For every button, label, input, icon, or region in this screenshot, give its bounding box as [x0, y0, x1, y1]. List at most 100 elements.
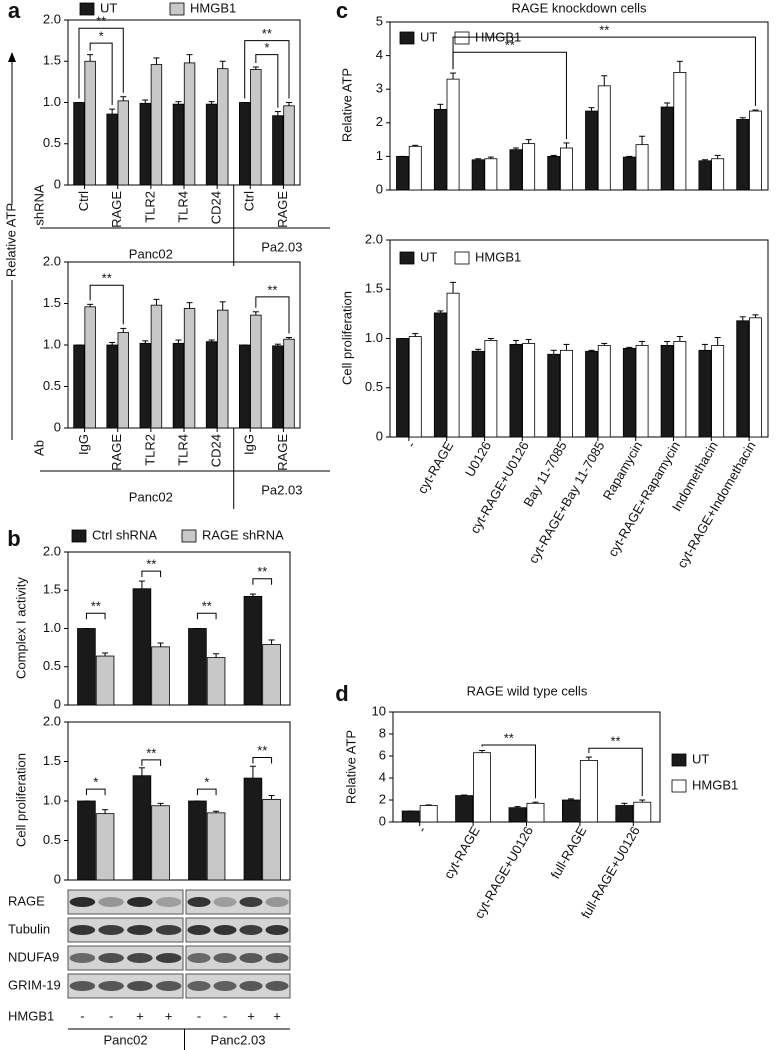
y-tick-label: 1.5 — [43, 53, 61, 68]
significance-bracket — [252, 757, 273, 764]
bar — [84, 306, 96, 429]
bar — [473, 752, 492, 823]
legend-swatch — [454, 31, 470, 45]
legend-swatch — [79, 2, 95, 16]
bar — [73, 102, 85, 186]
significance-label: ** — [96, 14, 106, 29]
bar — [433, 108, 447, 191]
x-tick-label: Ctrl — [242, 191, 257, 211]
bar — [95, 813, 115, 881]
significance-label: * — [99, 29, 104, 44]
bar — [660, 106, 674, 191]
bar — [150, 304, 163, 429]
panel-label: c — [336, 0, 348, 23]
significance-label: ** — [102, 271, 112, 286]
bar — [597, 85, 611, 191]
legend-swatch — [169, 2, 185, 16]
row-label: Ab — [31, 440, 46, 456]
y-tick-label: 1.5 — [43, 753, 61, 768]
row-label: shRNA — [31, 184, 46, 226]
bar — [106, 344, 118, 429]
y-tick-label: 0 — [379, 813, 386, 828]
y-tick-label: 4 — [379, 769, 386, 784]
blot-band — [187, 925, 211, 935]
x-tick-label: TLR4 — [175, 434, 190, 466]
blot-band — [98, 953, 124, 963]
treatment-label: HMGB1 — [8, 1008, 54, 1023]
bar — [205, 341, 218, 429]
y-tick-label: 0.5 — [43, 832, 61, 847]
significance-label: ** — [202, 599, 212, 614]
blot-row-label: RAGE — [8, 893, 45, 908]
bar — [77, 800, 96, 881]
legend-label: RAGE shRNA — [202, 527, 284, 542]
legend-swatch — [671, 779, 687, 793]
blot-band — [127, 981, 153, 991]
bar — [272, 115, 284, 186]
bar — [455, 795, 474, 823]
significance-label: ** — [257, 743, 267, 758]
x-tick-label: cyt-RAGE+Rapamycin — [605, 439, 683, 559]
group-label: Panc2.03 — [211, 1032, 266, 1047]
bar — [250, 69, 262, 186]
bar — [243, 777, 263, 881]
y-tick-label: 0 — [54, 871, 61, 886]
bar — [736, 320, 750, 438]
legend-swatch — [71, 529, 87, 543]
lane-sign: - — [197, 1008, 201, 1023]
bar — [401, 810, 420, 823]
x-tick-label: - — [414, 824, 429, 835]
bar — [522, 343, 536, 438]
y-tick-label: 1.0 — [43, 336, 61, 351]
bar — [419, 805, 438, 823]
significance-bracket — [255, 54, 279, 108]
bar — [585, 350, 598, 438]
blot-band — [213, 981, 237, 991]
x-tick-label: IgG — [76, 434, 91, 455]
significance-label: ** — [504, 730, 514, 745]
significance-bracket — [196, 612, 217, 620]
legend-swatch — [399, 251, 415, 265]
y-tick-label: 1.5 — [365, 281, 383, 296]
bar — [188, 628, 207, 706]
panel-label: d — [335, 681, 348, 706]
bar — [509, 149, 523, 191]
bar — [217, 68, 229, 186]
bar — [526, 802, 545, 823]
legend-label: Ctrl shRNA — [92, 527, 157, 542]
significance-label: ** — [257, 564, 267, 579]
bar — [615, 805, 634, 823]
bar — [471, 350, 485, 438]
x-tick-label: RAGE — [275, 191, 290, 228]
legend-label: UT — [420, 249, 437, 264]
blot-band — [69, 981, 96, 991]
bar — [283, 105, 295, 186]
blot-band — [98, 981, 124, 991]
blot-band — [155, 897, 182, 907]
bar — [633, 801, 652, 823]
blot-row-label: GRIM-19 — [8, 977, 61, 992]
y-tick-label: 1.5 — [43, 295, 61, 310]
bar — [446, 78, 460, 191]
bar — [509, 344, 523, 438]
significance-bracket — [141, 570, 162, 578]
y-tick-label: 3 — [376, 81, 383, 96]
blot-band — [213, 897, 237, 907]
x-tick-label: cyt-RAGE+U0126 — [471, 824, 536, 921]
bar — [396, 155, 409, 191]
lane-sign: - — [223, 1008, 227, 1023]
blot-band — [239, 897, 263, 907]
bar — [151, 646, 170, 706]
bar — [711, 344, 725, 438]
lane-sign: - — [109, 1008, 113, 1023]
bar — [239, 102, 251, 186]
bar — [183, 308, 196, 429]
y-tick-label: 0 — [54, 419, 61, 434]
bar — [132, 588, 152, 706]
significance-label: ** — [267, 282, 277, 297]
bar — [673, 72, 687, 191]
y-axis-label: Relative ATP — [339, 68, 354, 142]
bar — [522, 143, 536, 191]
y-axis-label: Relative ATP — [343, 730, 358, 804]
bar — [622, 347, 636, 438]
